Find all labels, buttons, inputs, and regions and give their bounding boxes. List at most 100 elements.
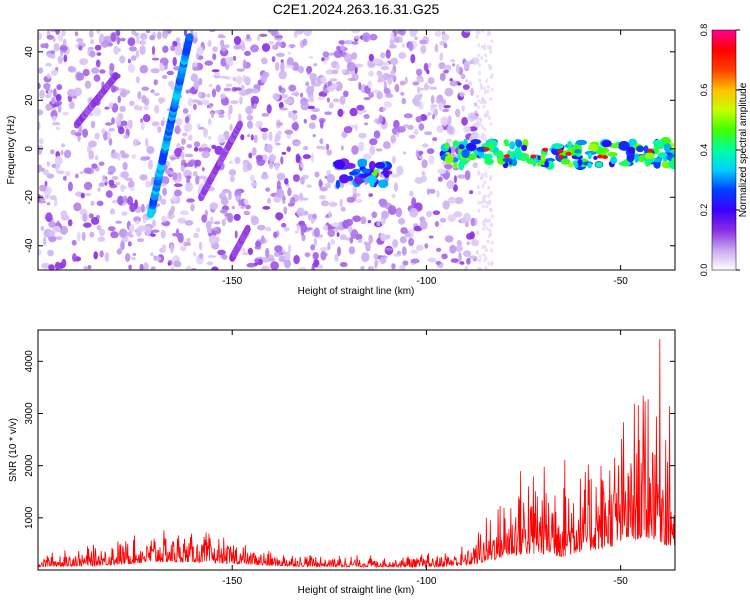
band-hotspot — [557, 149, 564, 154]
noise-blob — [38, 120, 41, 131]
noise-blob — [237, 113, 242, 123]
noise-blob — [277, 130, 282, 136]
noise-blob — [78, 45, 83, 51]
noise-blob — [211, 266, 219, 270]
noise-blob — [488, 199, 492, 204]
noise-blob — [213, 71, 221, 77]
noise-blob — [319, 119, 324, 129]
noise-blob — [334, 253, 339, 262]
noise-blob — [187, 134, 193, 141]
noise-blob — [48, 230, 56, 237]
noise-blob — [340, 145, 344, 151]
noise-blob — [348, 246, 356, 255]
noise-blob — [452, 63, 456, 67]
noise-blob — [447, 115, 452, 125]
noise-blob — [145, 180, 151, 188]
noise-blob — [210, 216, 214, 225]
band-hotspot — [557, 154, 564, 159]
noise-blob — [246, 262, 256, 268]
noise-blob — [104, 252, 110, 262]
noise-blob — [367, 265, 375, 270]
noise-blob — [427, 257, 437, 263]
noise-blob — [412, 81, 420, 86]
noise-blob — [442, 200, 451, 210]
noise-blob — [268, 41, 275, 45]
noise-blob — [240, 43, 246, 51]
noise-blob — [364, 122, 369, 126]
noise-blob — [76, 231, 81, 242]
noise-blob — [104, 106, 110, 110]
noise-blob — [291, 122, 299, 131]
noise-blob — [399, 264, 406, 270]
noise-blob — [180, 210, 189, 216]
noise-blob — [319, 138, 324, 145]
noise-blob — [313, 227, 320, 238]
noise-blob — [351, 30, 360, 34]
noise-blob — [61, 30, 66, 37]
noise-blob — [171, 265, 175, 270]
noise-blob — [382, 107, 386, 112]
noise-blob — [244, 50, 251, 57]
noise-blob — [399, 236, 407, 244]
noise-blob — [194, 159, 202, 167]
noise-blob — [201, 150, 210, 159]
noise-blob — [132, 252, 137, 257]
noise-blob — [208, 234, 217, 245]
noise-blob — [229, 124, 233, 131]
noise-blob — [139, 263, 144, 270]
noise-blob — [487, 84, 490, 89]
noise-blob — [154, 104, 160, 114]
noise-blob — [161, 215, 167, 223]
noise-blob — [64, 149, 72, 159]
noise-blob — [245, 105, 254, 115]
noise-blob — [247, 120, 253, 129]
band-blob — [467, 153, 477, 161]
noise-blob — [142, 217, 147, 224]
noise-blob — [352, 215, 362, 222]
noise-blob — [55, 163, 60, 174]
noise-blob — [270, 261, 279, 270]
noise-blob — [490, 240, 494, 245]
noise-blob — [388, 44, 397, 49]
noise-blob — [111, 117, 115, 125]
band-blob — [560, 158, 571, 165]
noise-blob — [292, 110, 298, 114]
noise-blob — [242, 59, 247, 70]
noise-blob — [340, 44, 345, 51]
noise-blob — [255, 120, 263, 128]
noise-blob — [215, 236, 220, 243]
noise-blob — [317, 96, 325, 101]
noise-blob — [392, 239, 398, 248]
noise-blob — [121, 211, 128, 216]
noise-blob — [475, 258, 479, 263]
noise-blob — [62, 175, 67, 181]
noise-blob — [408, 134, 416, 139]
noise-blob — [52, 225, 61, 233]
noise-blob — [303, 118, 307, 124]
noise-blob — [101, 128, 106, 135]
band-blob — [461, 149, 470, 159]
x-tick-label: -50 — [613, 576, 628, 587]
noise-blob — [250, 44, 259, 53]
noise-blob — [481, 172, 485, 177]
noise-blob — [63, 54, 68, 63]
noise-blob — [401, 246, 407, 256]
noise-blob — [483, 86, 487, 91]
noise-blob — [310, 244, 316, 251]
y-tick-label: 20 — [24, 94, 35, 106]
noise-blob — [124, 177, 133, 181]
noise-blob — [467, 81, 473, 86]
noise-blob — [117, 95, 122, 103]
noise-blob — [313, 259, 320, 268]
noise-blob — [423, 82, 429, 92]
noise-blob — [128, 224, 135, 234]
noise-blob — [363, 114, 370, 119]
noise-blob — [50, 110, 58, 119]
noise-blob — [375, 148, 383, 152]
noise-blob — [378, 198, 387, 206]
band-blob — [512, 158, 517, 167]
noise-blob — [274, 162, 280, 171]
noise-blob — [319, 247, 329, 252]
noise-blob — [136, 76, 140, 84]
noise-blob — [386, 74, 394, 79]
